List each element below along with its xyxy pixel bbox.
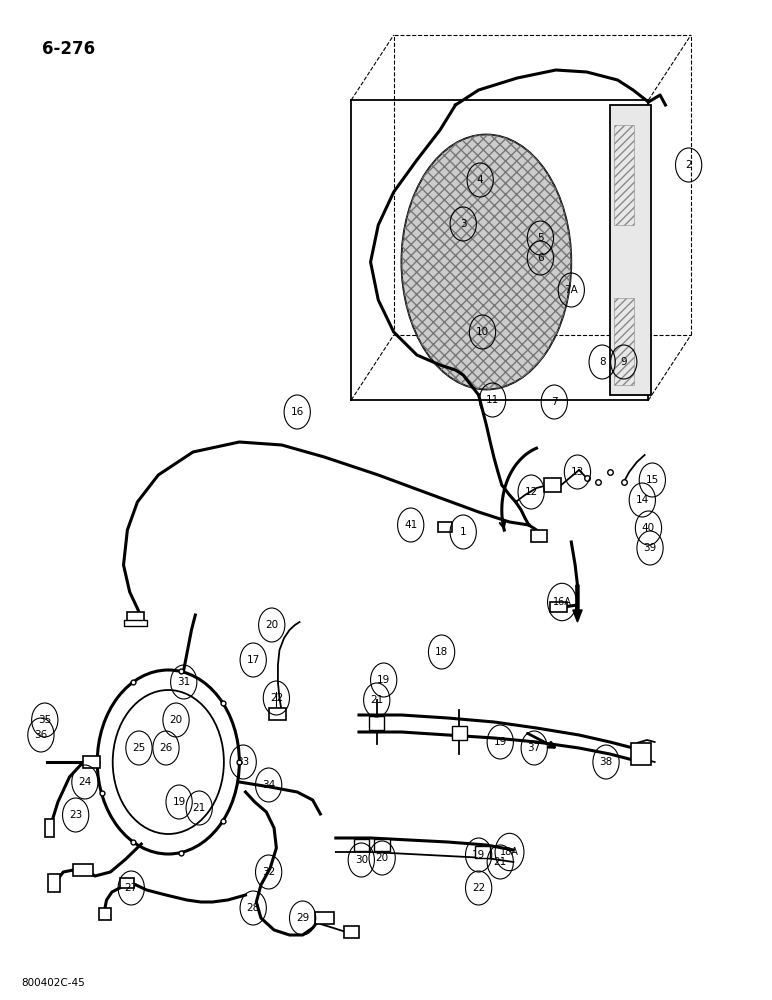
Bar bbox=[544, 478, 561, 492]
Bar bbox=[550, 602, 567, 612]
Bar bbox=[269, 708, 286, 720]
Text: 34: 34 bbox=[262, 780, 276, 790]
Text: 2: 2 bbox=[686, 160, 692, 170]
Text: 21: 21 bbox=[370, 695, 384, 705]
Bar bbox=[531, 530, 547, 542]
Ellipse shape bbox=[401, 134, 571, 389]
Text: 5: 5 bbox=[537, 233, 543, 243]
Text: 18: 18 bbox=[435, 647, 449, 657]
Bar bbox=[369, 716, 384, 730]
Bar bbox=[475, 846, 490, 858]
Text: 8: 8 bbox=[599, 357, 605, 367]
Bar bbox=[614, 125, 635, 225]
Text: 30: 30 bbox=[354, 855, 368, 865]
Text: 10: 10 bbox=[476, 327, 489, 337]
Text: 38: 38 bbox=[599, 757, 613, 767]
Bar bbox=[73, 864, 93, 876]
Text: 28: 28 bbox=[246, 903, 260, 913]
Text: 22: 22 bbox=[472, 883, 486, 893]
Text: 19: 19 bbox=[493, 737, 507, 747]
Bar bbox=[344, 926, 359, 938]
Text: 13: 13 bbox=[571, 467, 584, 477]
Text: 35: 35 bbox=[38, 715, 52, 725]
Text: 7: 7 bbox=[551, 397, 557, 407]
Text: 4: 4 bbox=[477, 175, 483, 185]
Bar bbox=[610, 105, 651, 395]
Text: 1: 1 bbox=[460, 527, 466, 537]
Text: 23: 23 bbox=[69, 810, 83, 820]
Text: 6-276: 6-276 bbox=[42, 40, 96, 58]
Text: 800402C-45: 800402C-45 bbox=[22, 978, 86, 988]
Text: 18A: 18A bbox=[500, 847, 519, 857]
Text: 21: 21 bbox=[493, 857, 507, 867]
Text: 22: 22 bbox=[269, 693, 283, 703]
Bar bbox=[83, 756, 100, 768]
Bar bbox=[374, 839, 390, 851]
Text: 19: 19 bbox=[377, 675, 391, 685]
Bar bbox=[45, 819, 54, 837]
Bar bbox=[124, 620, 147, 626]
Text: 11: 11 bbox=[486, 395, 499, 405]
Bar bbox=[438, 522, 452, 532]
Text: 21: 21 bbox=[192, 803, 206, 813]
Bar bbox=[315, 912, 334, 924]
Bar bbox=[631, 743, 651, 765]
Text: 31: 31 bbox=[177, 677, 191, 687]
Text: 36: 36 bbox=[34, 730, 48, 740]
FancyArrow shape bbox=[573, 585, 582, 622]
Bar bbox=[48, 874, 60, 892]
Text: 3: 3 bbox=[460, 219, 466, 229]
Text: 41: 41 bbox=[404, 520, 418, 530]
Text: 9: 9 bbox=[621, 357, 627, 367]
Text: 17: 17 bbox=[246, 655, 260, 665]
Bar bbox=[614, 298, 635, 385]
Text: 37: 37 bbox=[527, 743, 541, 753]
Text: 39: 39 bbox=[643, 543, 657, 553]
Text: 16A: 16A bbox=[553, 597, 571, 607]
Text: 20: 20 bbox=[265, 620, 279, 630]
Text: 20: 20 bbox=[169, 715, 183, 725]
Bar bbox=[99, 908, 111, 920]
Text: 15: 15 bbox=[645, 475, 659, 485]
Text: 25: 25 bbox=[132, 743, 146, 753]
Bar bbox=[127, 612, 144, 622]
Bar bbox=[452, 726, 467, 740]
Text: 40: 40 bbox=[642, 523, 655, 533]
Text: 20: 20 bbox=[375, 853, 389, 863]
Text: 29: 29 bbox=[296, 913, 310, 923]
Text: 24: 24 bbox=[78, 777, 92, 787]
Text: 19: 19 bbox=[172, 797, 186, 807]
Text: 6: 6 bbox=[537, 253, 543, 263]
Text: 7A: 7A bbox=[564, 285, 578, 295]
Text: 27: 27 bbox=[124, 883, 138, 893]
Text: 14: 14 bbox=[635, 495, 649, 505]
Text: 16: 16 bbox=[290, 407, 304, 417]
Text: 26: 26 bbox=[159, 743, 173, 753]
Text: 12: 12 bbox=[524, 487, 538, 497]
Text: 32: 32 bbox=[262, 867, 276, 877]
Bar bbox=[354, 839, 369, 851]
Bar bbox=[120, 878, 134, 888]
Text: 19: 19 bbox=[472, 850, 486, 860]
Text: 33: 33 bbox=[236, 757, 250, 767]
